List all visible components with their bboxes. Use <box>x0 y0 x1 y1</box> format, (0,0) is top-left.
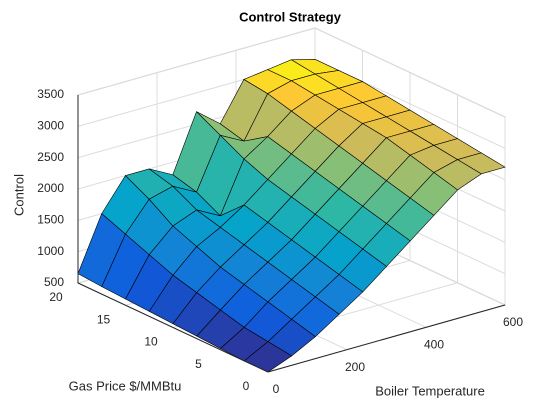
x-axis-line <box>267 304 506 373</box>
x-tick-label: 0 <box>273 382 280 396</box>
z-axis-label: Control <box>11 174 26 216</box>
y-tick-label: 15 <box>97 312 111 326</box>
z-tick-label: 3000 <box>37 119 64 133</box>
grid-line <box>314 27 506 118</box>
y-tick-label: 20 <box>49 290 63 304</box>
x-tick-label: 400 <box>424 338 444 352</box>
y-axis-label: Gas Price $/MMBtu <box>69 378 182 393</box>
grid-line <box>77 27 316 96</box>
y-axis-line <box>77 282 269 373</box>
z-tick-label: 1500 <box>37 213 64 227</box>
y-tick-label: 10 <box>144 335 158 349</box>
chart-title: Control Strategy <box>239 9 342 24</box>
z-tick-label: 2000 <box>37 181 64 195</box>
z-tick-label: 3500 <box>37 87 64 101</box>
z-tick-label: 500 <box>44 275 64 289</box>
z-tick-label: 2500 <box>37 150 64 164</box>
y-tick-label: 5 <box>195 357 202 371</box>
x-tick-label: 200 <box>345 360 365 374</box>
z-tick-label: 1000 <box>37 244 64 258</box>
x-axis-label: Boiler Temperature <box>375 383 485 398</box>
y-tick-label: 0 <box>243 379 250 393</box>
x-tick-label: 600 <box>503 315 523 329</box>
